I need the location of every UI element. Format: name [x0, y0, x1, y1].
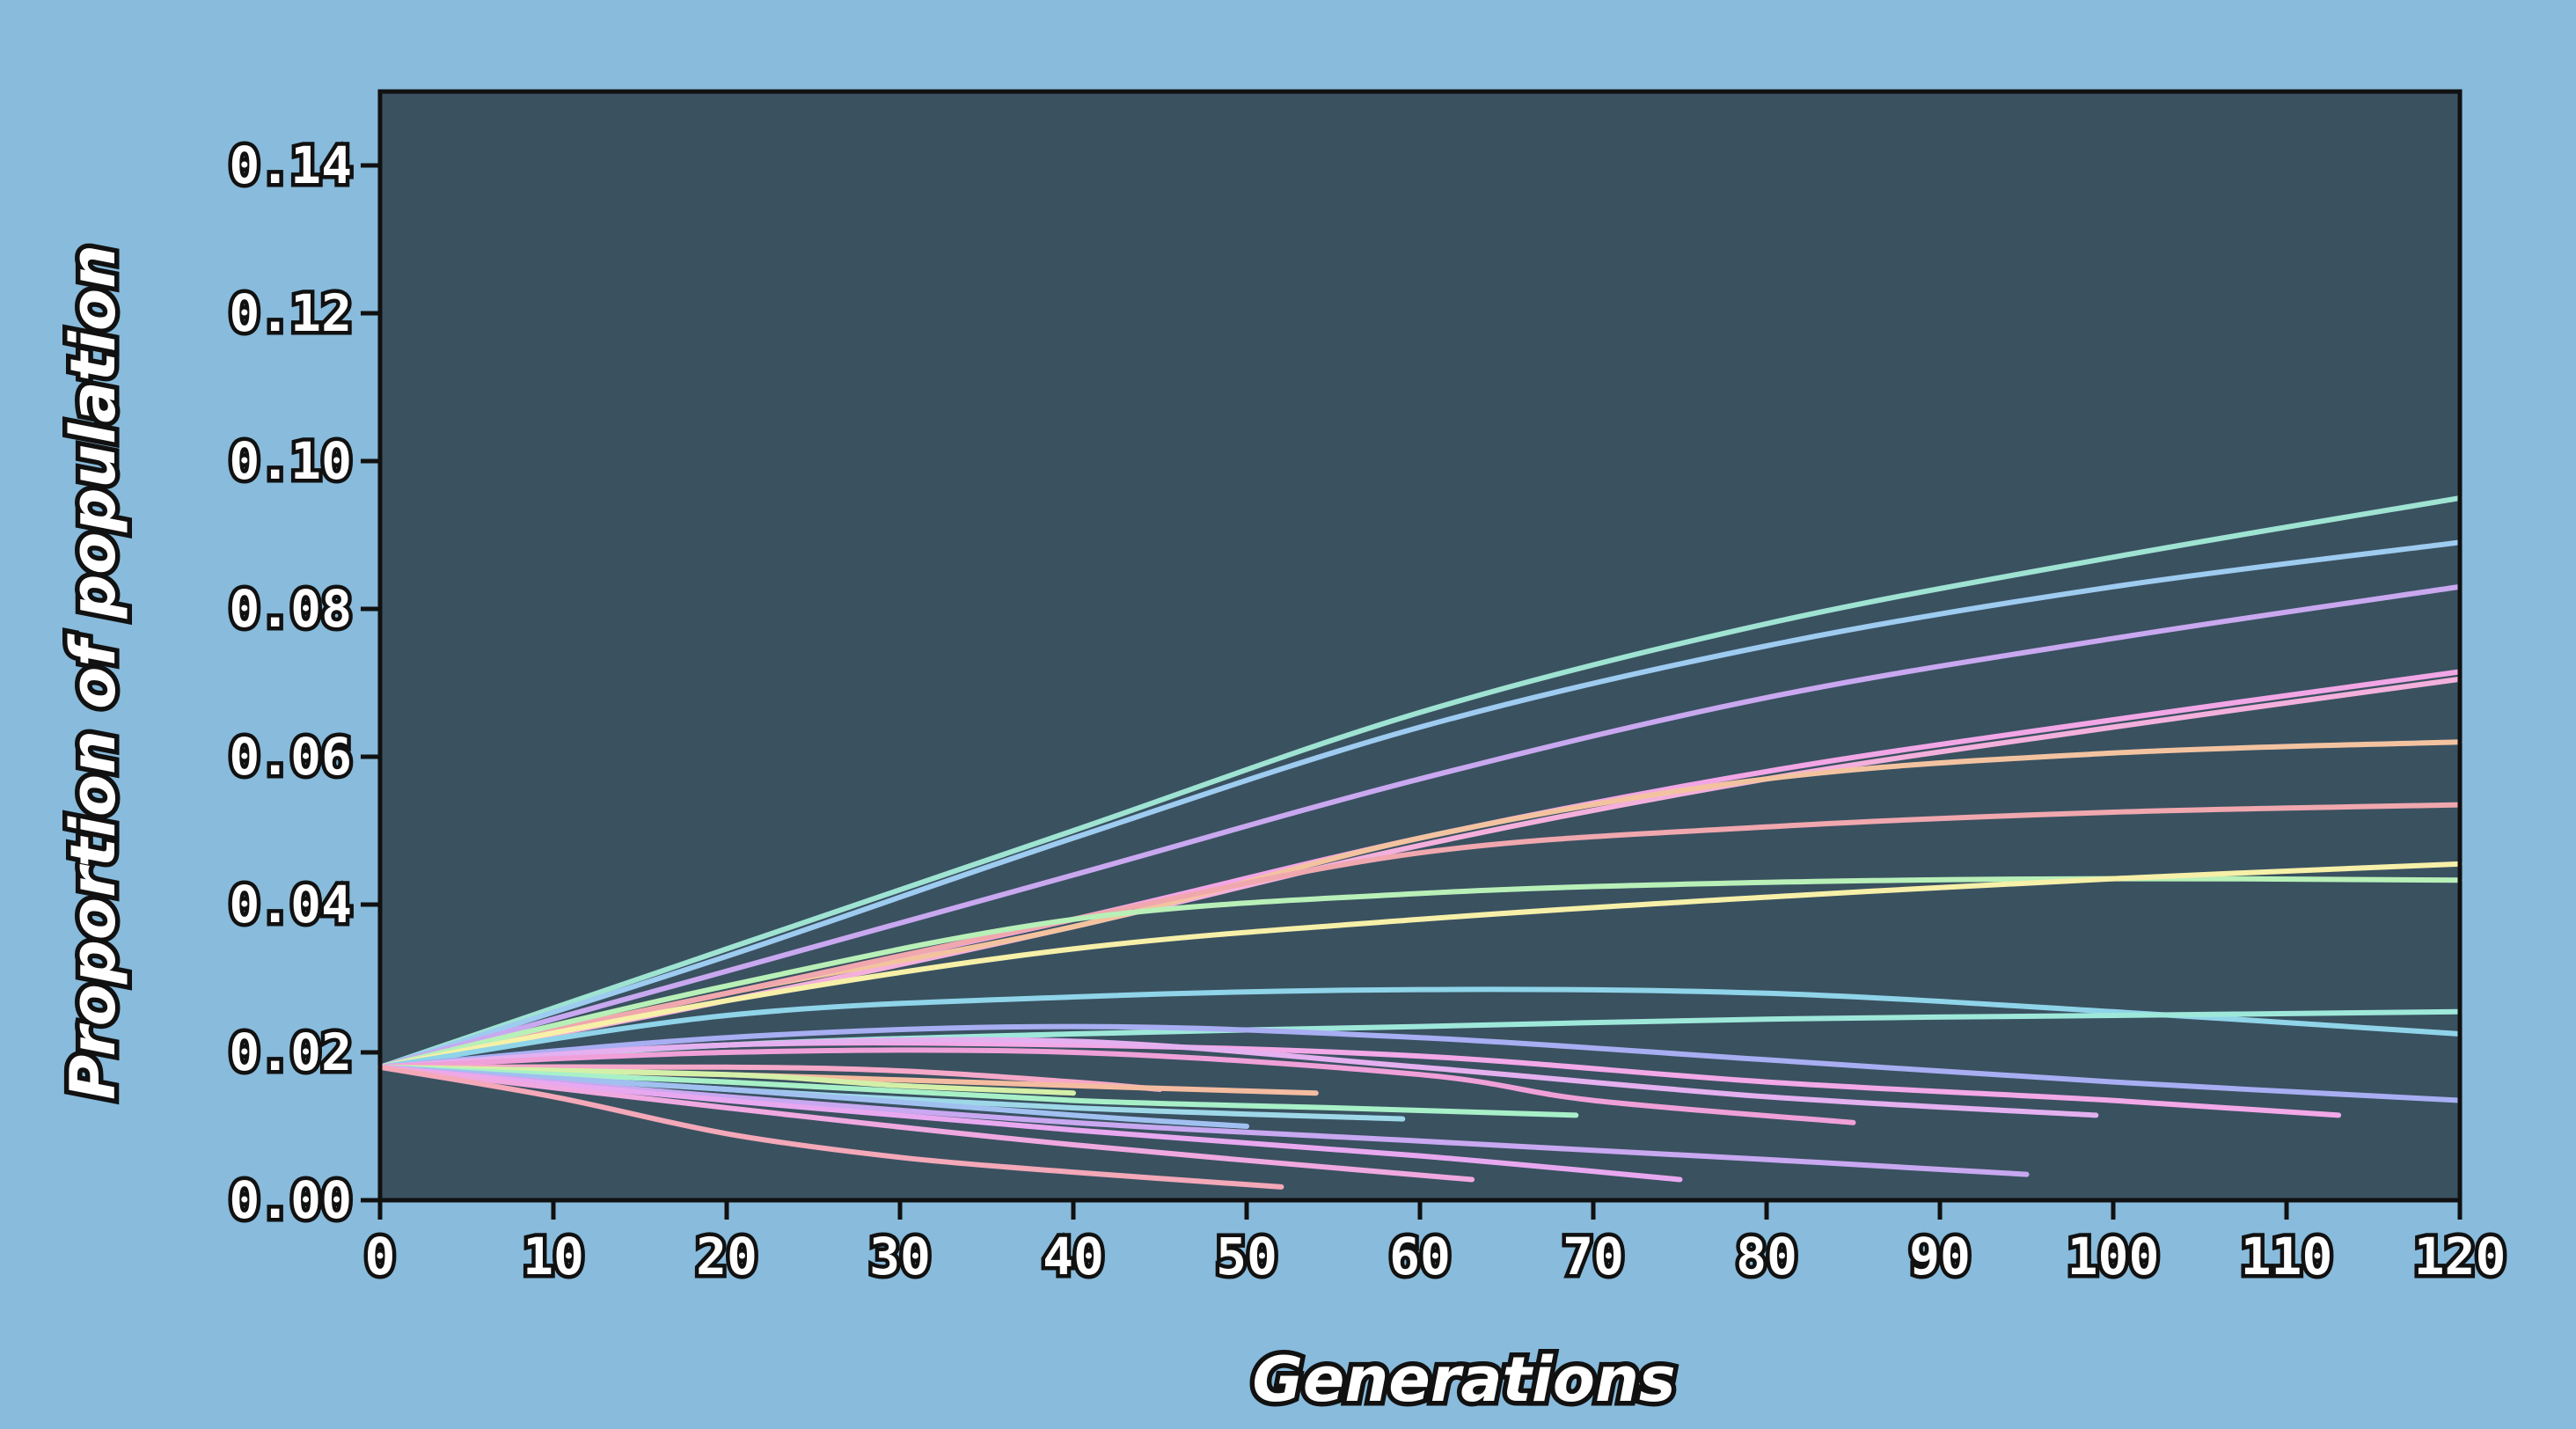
x-tick-label: 120	[2414, 1227, 2506, 1286]
axes: 0 10 20 30 40 50 60 70 80 90 100 110 120 0.00 0.02 0.04…	[225, 89, 2510, 1291]
y-tick-label: 0.04	[229, 875, 352, 934]
series-line-16	[377, 1064, 1163, 1092]
x-tick-label: 60	[1389, 1227, 1451, 1286]
y-tick-label: 0.12	[229, 283, 352, 343]
series-line-12	[377, 1023, 2463, 1103]
y-tick-label: 0.00	[229, 1170, 352, 1230]
series-line-15	[377, 1047, 1856, 1125]
x-tick-label: 90	[1909, 1227, 1971, 1286]
series-line-19	[377, 1064, 1579, 1118]
series-line-22	[377, 1064, 2030, 1177]
y-tick-label: 0.02	[229, 1022, 352, 1082]
x-tick-label: 80	[1736, 1227, 1797, 1286]
series-line-14	[377, 1037, 2099, 1118]
x-tick-label: 100	[2067, 1227, 2160, 1286]
x-tick-label: 10	[523, 1227, 584, 1286]
x-tick-label: 70	[1562, 1227, 1624, 1286]
x-tick-label: 30	[869, 1227, 931, 1286]
series-line-21	[377, 1064, 1249, 1129]
series-line-25	[377, 1064, 1284, 1190]
x-axis-title: Generations	[1252, 1344, 1675, 1416]
x-tick-label: 40	[1043, 1227, 1104, 1286]
series-line-10	[377, 986, 2463, 1070]
x-tick-label: 50	[1216, 1227, 1277, 1286]
series-line-3	[377, 583, 2463, 1070]
series-line-9	[377, 861, 2463, 1070]
series-line-23	[377, 1064, 1683, 1183]
y-tick-label: 0.06	[229, 727, 352, 787]
y-axis-title: Proportion of population	[57, 245, 129, 1100]
series-line-7	[377, 802, 2463, 1070]
plot-area	[380, 92, 2460, 1200]
series-layer	[377, 495, 2463, 1190]
series-line-2	[377, 539, 2463, 1070]
x-tick-label: 0	[365, 1227, 396, 1286]
series-line-1	[377, 495, 2463, 1070]
y-tick-label: 0.08	[229, 579, 352, 639]
y-tick-label: 0.14	[229, 136, 352, 195]
y-tick-label: 0.10	[229, 431, 352, 491]
series-line-18	[377, 1064, 1076, 1096]
series-line-24	[377, 1064, 1475, 1183]
x-tick-label: 20	[696, 1227, 757, 1286]
x-tick-label: 110	[2241, 1227, 2333, 1286]
